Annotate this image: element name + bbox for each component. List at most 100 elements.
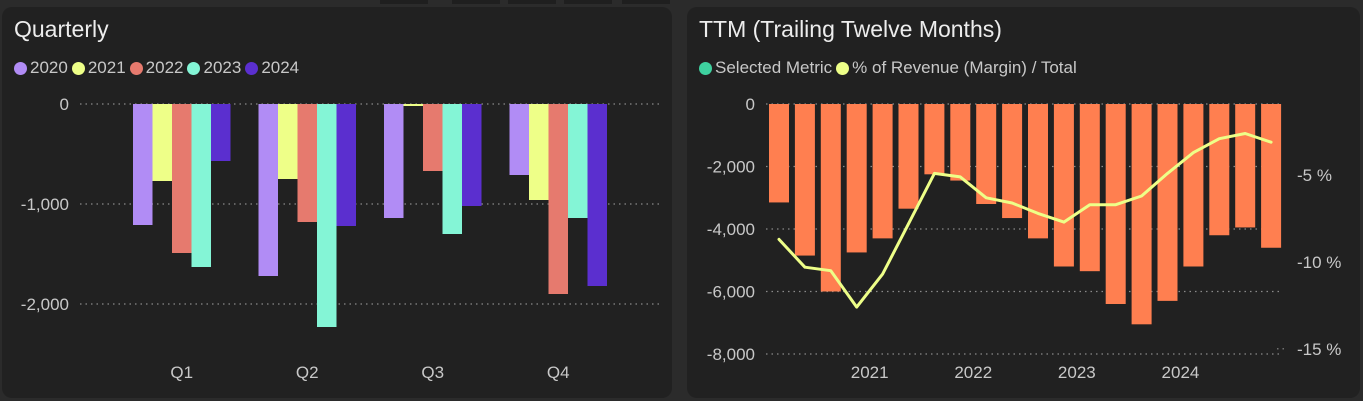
bar <box>568 104 588 218</box>
margin-point <box>1088 203 1091 206</box>
bar <box>442 104 462 234</box>
bar <box>211 104 231 161</box>
margin-point <box>1269 141 1273 144</box>
bar <box>1157 104 1178 301</box>
margin-point <box>1010 201 1014 205</box>
margin-point <box>1218 137 1221 140</box>
bar <box>898 104 919 209</box>
margin-point <box>1192 151 1195 154</box>
margin-point <box>1166 172 1169 175</box>
bar <box>152 104 172 181</box>
legend-swatch <box>14 61 27 75</box>
margin-point <box>1244 132 1247 135</box>
ttm-legend-item[interactable]: % of Revenue (Margin) / Total <box>836 58 1077 78</box>
bar <box>1002 104 1023 219</box>
margin-point <box>1114 203 1117 206</box>
bar <box>587 104 607 286</box>
bar <box>1028 104 1048 239</box>
bar <box>384 104 404 218</box>
quarterly-legend: 2020 2021 2022 2023 2024 <box>14 58 303 78</box>
ttm-legend: Selected Metric % of Revenue (Margin) / T… <box>699 58 1081 78</box>
y-tick-label: -8,000 <box>707 345 755 364</box>
bar <box>1053 104 1074 267</box>
y2-tick-label: -5 % <box>1297 166 1332 185</box>
margin-line <box>777 132 1273 309</box>
y-tick-label: 0 <box>60 95 69 114</box>
quarterly-panel[interactable]: Quarterly 2020 2021 2022 2023 2024 0 -1,000 -2… <box>2 7 672 398</box>
bar <box>1131 104 1152 325</box>
bar <box>548 104 568 294</box>
bar <box>1235 104 1256 228</box>
legend-swatch <box>129 61 143 75</box>
top-tab-stub-1 <box>380 0 428 4</box>
legend-label: 2023 <box>203 58 242 77</box>
x-tick-label: Q4 <box>547 363 570 382</box>
x-tick-label: Q2 <box>296 363 319 382</box>
bar <box>133 104 153 225</box>
legend-swatch <box>245 61 259 75</box>
bar <box>794 104 815 256</box>
legend-label: 2024 <box>261 58 300 77</box>
ttm-legend-item[interactable]: Selected Metric <box>699 58 832 78</box>
legend-label: 2022 <box>145 58 184 77</box>
bar <box>191 104 211 267</box>
quarterly-legend-item[interactable]: 2020 <box>14 58 68 78</box>
legend-swatch <box>71 61 85 75</box>
bar <box>278 104 298 179</box>
ttm-panel[interactable]: TTM (Trailing Twelve Months) Selected Me… <box>687 7 1360 398</box>
margin-point <box>1062 220 1066 224</box>
x-tick-label: Q3 <box>421 363 444 382</box>
y2-tick-label: -10 % <box>1297 253 1341 272</box>
x-tick-label: 2023 <box>1058 363 1096 382</box>
margin-point <box>1036 212 1040 215</box>
top-tab-stub-5 <box>622 0 670 4</box>
top-tab-stub-3 <box>508 0 556 4</box>
quarterly-legend-item[interactable]: 2022 <box>129 58 184 78</box>
bar <box>1183 104 1204 267</box>
x-tick-label: 2021 <box>851 363 889 382</box>
x-tick-label: 2024 <box>1162 363 1200 382</box>
bar <box>258 104 278 276</box>
top-tab-stub-2 <box>452 0 500 4</box>
bar <box>423 104 443 171</box>
bar <box>846 104 867 253</box>
y-tick-label: -2,000 <box>707 158 755 177</box>
margin-point <box>985 196 988 199</box>
top-tab-stub-4 <box>564 0 612 4</box>
bar <box>462 104 482 206</box>
margin-point <box>881 272 884 276</box>
bar <box>529 104 549 200</box>
legend-swatch <box>187 61 201 75</box>
quarterly-title: Quarterly <box>14 16 109 42</box>
legend-label: 2020 <box>30 58 68 77</box>
y-tick-label: -1,000 <box>21 195 69 214</box>
bar <box>1079 104 1100 272</box>
quarterly-legend-item[interactable]: 2021 <box>71 58 126 78</box>
y-tick-label: 0 <box>746 95 755 114</box>
bar <box>403 104 423 106</box>
bar <box>769 104 789 203</box>
margin-point <box>855 305 858 309</box>
quarterly-chart[interactable]: 0 -1,000 -2,000 Q1 Q2 Q3 Q4 <box>2 7 672 398</box>
bar <box>172 104 192 253</box>
bar <box>1209 104 1230 236</box>
bar <box>509 104 529 175</box>
margin-point <box>803 266 807 269</box>
bar <box>297 104 317 222</box>
margin-point <box>1140 194 1143 198</box>
bar <box>820 104 841 292</box>
bar <box>924 104 945 175</box>
margin-point <box>907 222 910 225</box>
bar <box>1261 104 1282 248</box>
quarterly-legend-item[interactable]: 2023 <box>187 58 241 78</box>
legend-label: % of Revenue (Margin) / Total <box>852 58 1077 77</box>
legend-swatch <box>836 61 850 75</box>
margin-point <box>933 172 936 175</box>
margin-point <box>829 269 832 272</box>
x-tick-label: 2022 <box>954 363 992 382</box>
legend-swatch <box>699 61 712 75</box>
ttm-chart[interactable]: 0 -2,000 -4,000 -6,000 -8,000 -5 % -10 % -15 % 2… <box>687 7 1360 398</box>
quarterly-legend-item[interactable]: 2024 <box>245 58 299 78</box>
margin-point <box>777 238 781 241</box>
ttm-title: TTM (Trailing Twelve Months) <box>699 16 1002 42</box>
